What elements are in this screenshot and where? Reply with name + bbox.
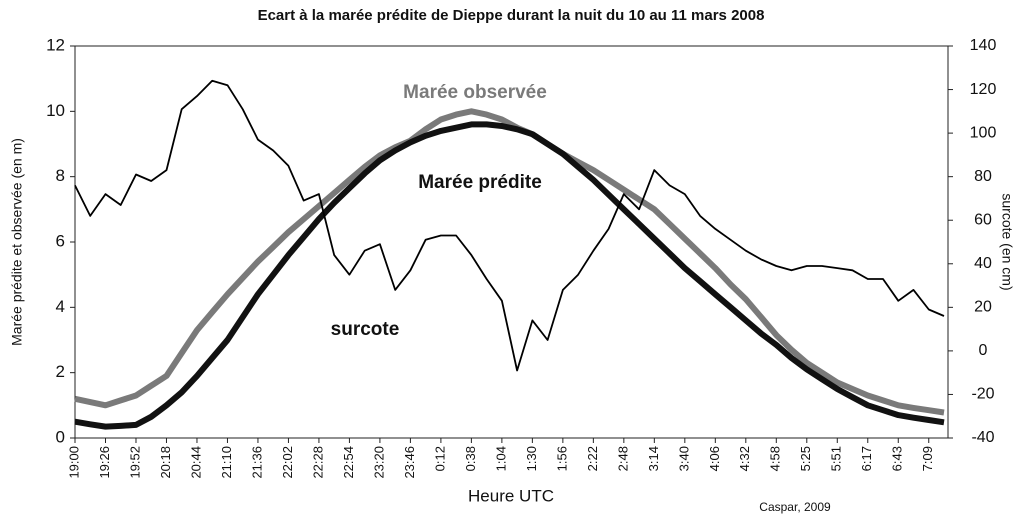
y-axis-label: Marée prédite et observée (en m) bbox=[9, 138, 25, 346]
series-line bbox=[74, 79, 945, 372]
y-tick-label: 8 bbox=[56, 166, 65, 185]
x-tick-label: 23:20 bbox=[371, 446, 386, 479]
chart-title: Ecart à la marée prédite de Dieppe duran… bbox=[258, 7, 765, 24]
y2-axis-label: surcote (en cm) bbox=[999, 193, 1015, 290]
x-tick-label: 6:43 bbox=[890, 446, 905, 471]
x-tick-label: 5:51 bbox=[829, 446, 844, 471]
y2-tick-label: 100 bbox=[970, 124, 997, 141]
series-label: Marée prédite bbox=[418, 172, 542, 193]
x-tick-label: 4:58 bbox=[768, 446, 783, 471]
x-tick-label: 21:36 bbox=[249, 446, 264, 479]
x-tick-label: 21:10 bbox=[219, 446, 234, 479]
x-tick-label: 20:44 bbox=[188, 446, 203, 479]
x-tick-label: 0:12 bbox=[432, 446, 447, 471]
y2-tick-label: -20 bbox=[971, 386, 994, 403]
y-tick-label: 12 bbox=[46, 35, 65, 54]
series-line bbox=[74, 121, 945, 430]
x-tick-label: 3:14 bbox=[646, 446, 661, 471]
x-tick-label: 22:54 bbox=[341, 446, 356, 479]
x-tick-label: 1:04 bbox=[493, 446, 508, 471]
y2-tick-label: -40 bbox=[971, 429, 994, 446]
x-tick-label: 19:00 bbox=[66, 446, 81, 479]
y2-tick-label: 80 bbox=[974, 168, 992, 185]
y2-tick-label: 120 bbox=[970, 81, 997, 98]
x-tick-label: 1:56 bbox=[554, 446, 569, 471]
y-tick-label: 4 bbox=[56, 297, 65, 316]
x-tick-label: 1:30 bbox=[524, 446, 539, 471]
y-tick-label: 2 bbox=[56, 362, 65, 381]
y-tick-label: 6 bbox=[56, 231, 65, 250]
x-tick-label: 6:17 bbox=[859, 446, 874, 471]
x-tick-label: 22:28 bbox=[310, 446, 325, 479]
x-tick-label: 22:02 bbox=[280, 446, 295, 479]
y-tick-label: 0 bbox=[56, 427, 65, 446]
x-tick-label: 7:09 bbox=[920, 446, 935, 471]
x-tick-label: 0:38 bbox=[463, 446, 478, 471]
credit: Caspar, 2009 bbox=[759, 500, 831, 514]
series-label: Marée observée bbox=[403, 82, 547, 103]
x-tick-label: 4:06 bbox=[707, 446, 722, 471]
series-line bbox=[74, 108, 945, 416]
x-tick-label: 19:52 bbox=[127, 446, 142, 479]
x-tick-label: 2:22 bbox=[585, 446, 600, 471]
y2-tick-label: 40 bbox=[974, 255, 992, 272]
x-tick-label: 23:46 bbox=[402, 446, 417, 479]
x-tick-label: 20:18 bbox=[158, 446, 173, 479]
y-tick-label: 10 bbox=[46, 101, 65, 120]
y2-tick-label: 20 bbox=[974, 299, 992, 316]
x-axis-label: Heure UTC bbox=[468, 486, 554, 505]
x-tick-label: 4:32 bbox=[737, 446, 752, 471]
series-label: surcote bbox=[331, 319, 400, 340]
y2-tick-label: 0 bbox=[979, 342, 988, 359]
y2-tick-label: 140 bbox=[970, 37, 997, 54]
x-tick-label: 5:25 bbox=[798, 446, 813, 471]
x-tick-label: 19:26 bbox=[97, 446, 112, 479]
x-tick-label: 3:40 bbox=[676, 446, 691, 471]
y2-tick-label: 60 bbox=[974, 211, 992, 228]
x-tick-label: 2:48 bbox=[615, 446, 630, 471]
